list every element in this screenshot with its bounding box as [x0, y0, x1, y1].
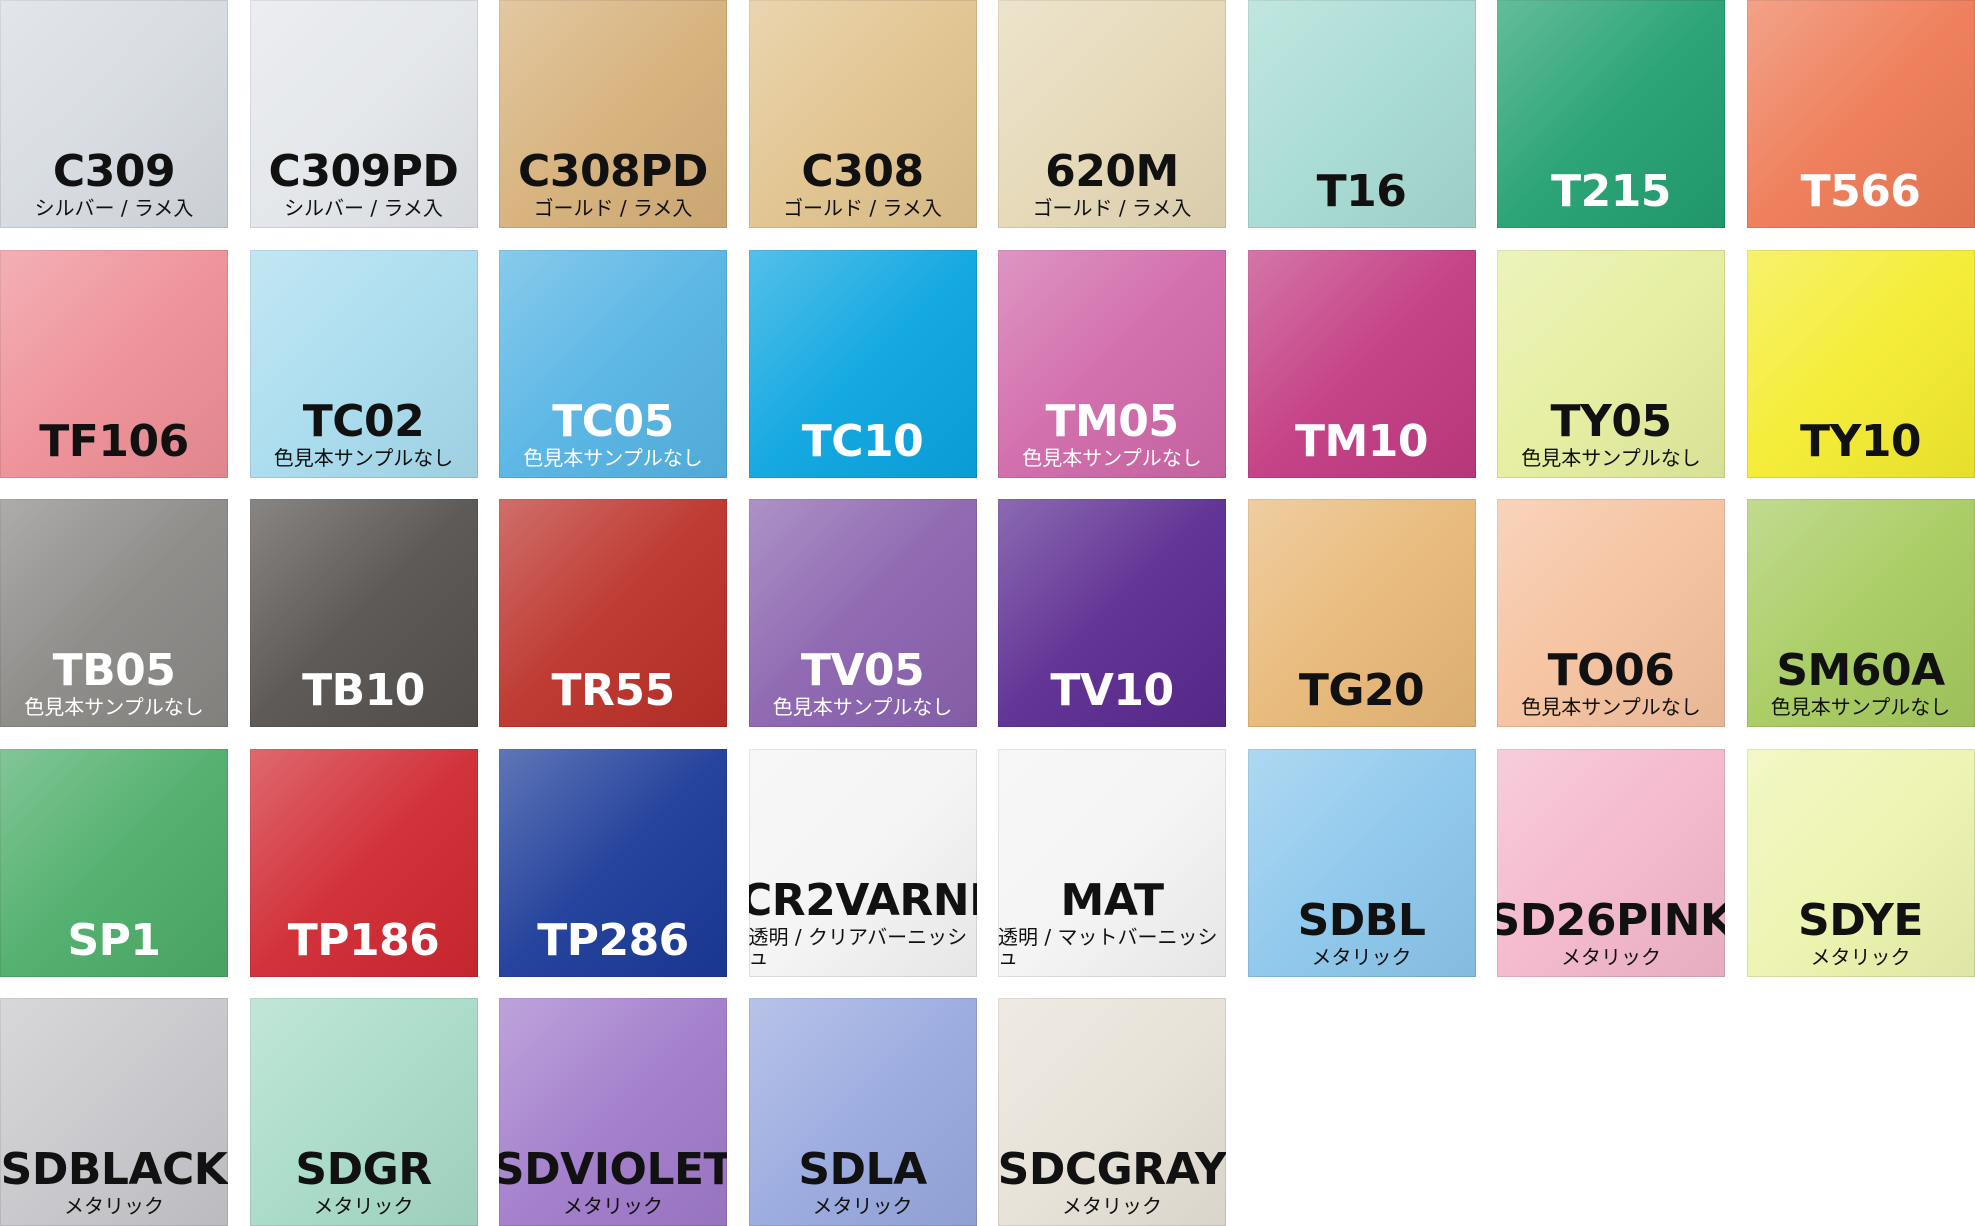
swatch-code: T215	[1551, 166, 1671, 217]
swatch-note: ゴールド / ラメ入	[533, 196, 693, 220]
swatch-note: 色見本サンプルなし	[1022, 445, 1202, 470]
color-swatch: SDYE メタリック	[1746, 748, 1975, 977]
color-swatch: TY05 色見本サンプルなし	[1497, 249, 1725, 478]
swatch-code: TM05	[1045, 395, 1179, 447]
color-swatch: TG20	[1247, 499, 1476, 727]
swatch-code: SP1	[67, 914, 161, 966]
swatch-note: 色見本サンプルなし	[24, 695, 204, 719]
color-swatch: TC10	[748, 249, 977, 478]
swatch-code: TC02	[302, 395, 425, 447]
color-swatch: MAT 透明 / マットバーニッシュ	[998, 748, 1226, 977]
swatch-note: 色見本サンプルなし	[273, 445, 454, 470]
color-swatch: TB10	[249, 499, 478, 727]
swatch-code: TF106	[39, 415, 189, 467]
swatch-code: SDYE	[1798, 894, 1923, 946]
color-swatch: SD26PINK メタリック	[1497, 748, 1725, 977]
swatch-note: 透明 / クリアバーニッシュ	[748, 924, 968, 969]
color-swatch: T215	[1497, 0, 1725, 228]
color-swatch: TB05 色見本サンプルなし	[0, 499, 228, 727]
color-swatch: C309 シルバー / ラメ入	[0, 0, 228, 228]
swatch-note: メタリック	[313, 1194, 414, 1218]
swatch-code: MAT	[1060, 874, 1164, 926]
swatch-code: C308PD	[518, 146, 708, 197]
swatch-code: SDLA	[798, 1144, 927, 1195]
color-swatch: SM60A 色見本サンプルなし	[1746, 499, 1975, 727]
swatch-note: ゴールド / ラメ入	[783, 196, 942, 220]
color-swatch: T566	[1746, 0, 1975, 228]
swatch-code: T16	[1316, 166, 1407, 217]
swatch-note: メタリック	[1561, 944, 1661, 969]
color-swatch: TV05 色見本サンプルなし	[748, 499, 977, 727]
swatch-code: TB05	[52, 645, 176, 696]
color-swatch: TM05 色見本サンプルなし	[998, 249, 1226, 478]
color-swatch: TC02 色見本サンプルなし	[249, 249, 478, 478]
swatch-code: SDGR	[295, 1144, 432, 1195]
swatch-note: 透明 / マットバーニッシュ	[998, 924, 1218, 969]
swatch-note: シルバー / ラメ入	[34, 196, 194, 220]
swatch-code: C309PD	[268, 146, 459, 197]
swatch-note: メタリック	[812, 1194, 913, 1218]
color-swatch: SDCGRAY メタリック	[998, 998, 1226, 1226]
swatch-note: 色見本サンプルなし	[1521, 445, 1701, 470]
swatch-note: ゴールド / ラメ入	[1032, 196, 1192, 220]
color-swatch: SDBLACK メタリック	[0, 998, 228, 1226]
swatch-code: TO06	[1547, 645, 1675, 696]
color-swatch: SDGR メタリック	[249, 998, 478, 1226]
color-swatch: TC05 色見本サンプルなし	[499, 249, 727, 478]
swatch-code: SM60A	[1776, 645, 1945, 696]
swatch-code: C309	[52, 146, 176, 197]
swatch-note: 色見本サンプルなし	[1521, 695, 1701, 719]
color-swatch: TO06 色見本サンプルなし	[1497, 499, 1725, 727]
swatch-code: TV05	[800, 645, 925, 696]
swatch-code: TM10	[1294, 415, 1429, 467]
color-swatch: C308 ゴールド / ラメ入	[748, 0, 977, 228]
swatch-code: TB10	[302, 665, 425, 716]
color-swatch: TP186	[249, 748, 478, 977]
swatch-code: T566	[1800, 166, 1921, 217]
swatch-code: SDBLACK	[0, 1144, 228, 1195]
swatch-note: 色見本サンプルなし	[523, 445, 703, 470]
color-swatch: TM10	[1247, 249, 1476, 478]
color-swatch: TF106	[0, 249, 228, 478]
swatch-code: SDBL	[1297, 894, 1426, 946]
swatch-code: CR2VARNI	[748, 874, 977, 926]
color-swatch: SDVIOLET メタリック	[499, 998, 727, 1226]
color-swatch: C308PD ゴールド / ラメ入	[499, 0, 727, 228]
swatch-note: メタリック	[1062, 1194, 1162, 1218]
swatch-note: 色見本サンプルなし	[1770, 695, 1951, 719]
color-swatch: CR2VARNI 透明 / クリアバーニッシュ	[748, 748, 977, 977]
color-swatch: SP1	[0, 748, 228, 977]
swatch-code: C308	[801, 146, 924, 197]
swatch-code: TR55	[551, 665, 675, 716]
swatch-code: 620M	[1045, 146, 1179, 197]
color-swatch: SDBL メタリック	[1247, 748, 1476, 977]
color-swatch: SDLA メタリック	[748, 998, 977, 1226]
swatch-note: 色見本サンプルなし	[772, 695, 953, 719]
swatch-code: TY10	[1799, 415, 1922, 467]
color-swatch: 620M ゴールド / ラメ入	[998, 0, 1226, 228]
swatch-code: TV10	[1050, 665, 1174, 716]
swatch-code: TC05	[552, 395, 674, 447]
color-swatch: TY10	[1746, 249, 1975, 478]
swatch-note: メタリック	[1810, 944, 1911, 969]
swatch-code: TG20	[1298, 665, 1425, 716]
swatch-note: シルバー / ラメ入	[284, 196, 443, 220]
color-swatch: TV10	[998, 499, 1226, 727]
color-swatch: T16	[1247, 0, 1476, 228]
swatch-note: メタリック	[1311, 944, 1412, 969]
swatch-code: SD26PINK	[1497, 894, 1725, 946]
swatch-code: TP286	[537, 914, 689, 966]
color-swatch: TP286	[499, 748, 727, 977]
color-swatch: C309PD シルバー / ラメ入	[249, 0, 478, 228]
swatch-code: SDVIOLET	[499, 1144, 727, 1195]
swatch-note: メタリック	[64, 1194, 164, 1218]
swatch-code: SDCGRAY	[998, 1144, 1226, 1195]
swatch-code: TP186	[287, 914, 440, 966]
swatch-code: TY05	[1550, 395, 1672, 447]
swatch-note: メタリック	[563, 1194, 663, 1218]
swatch-code: TC10	[801, 415, 924, 467]
color-swatch: TR55	[499, 499, 727, 727]
